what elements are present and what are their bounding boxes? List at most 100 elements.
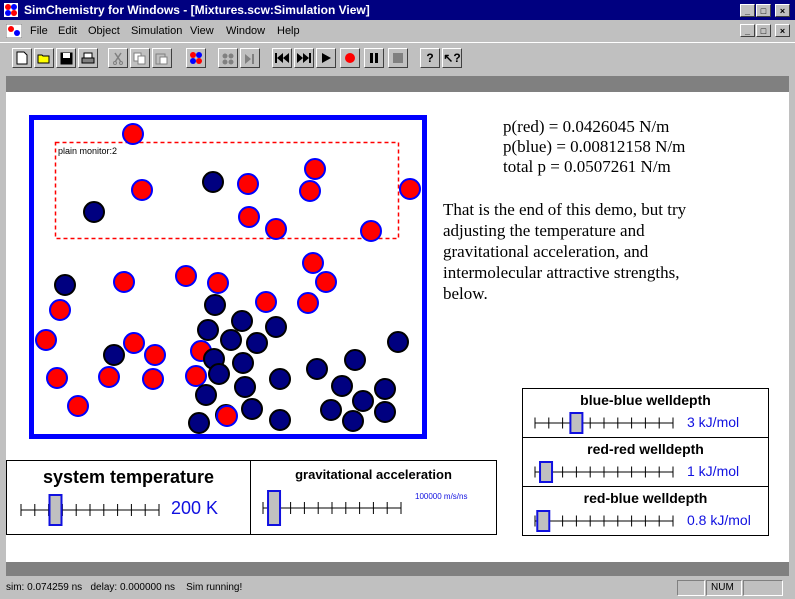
plain-monitor-region[interactable]	[54, 141, 400, 240]
blue-particle[interactable]	[387, 331, 409, 353]
record-icon[interactable]	[340, 48, 360, 68]
red-particle[interactable]	[67, 395, 89, 417]
molecule-icon[interactable]	[186, 48, 206, 68]
stop-icon[interactable]	[388, 48, 408, 68]
red-particle[interactable]	[302, 252, 324, 274]
red-particle[interactable]	[35, 329, 57, 351]
red-blue-slider[interactable]	[533, 508, 675, 534]
blue-particle[interactable]	[54, 274, 76, 296]
blue-particle[interactable]	[197, 319, 219, 341]
context-help-icon[interactable]: ↖?	[442, 48, 462, 68]
blue-particle[interactable]	[320, 399, 342, 421]
red-particle[interactable]	[185, 365, 207, 387]
temperature-slider[interactable]	[19, 492, 161, 528]
menu-file[interactable]: File	[30, 25, 48, 37]
blue-particle[interactable]	[202, 171, 224, 193]
red-red-slider[interactable]	[533, 459, 675, 485]
slider-thumb[interactable]	[569, 412, 584, 434]
red-particle[interactable]	[304, 158, 326, 180]
menu-edit[interactable]: Edit	[58, 25, 77, 37]
slider-thumb[interactable]	[539, 461, 554, 483]
red-particle[interactable]	[46, 367, 68, 389]
red-particle[interactable]	[255, 291, 277, 313]
red-particle[interactable]	[360, 220, 382, 242]
blue-particle[interactable]	[188, 412, 210, 434]
red-particle[interactable]	[113, 271, 135, 293]
blue-particle[interactable]	[234, 376, 256, 398]
new-icon[interactable]	[12, 48, 32, 68]
document-icon[interactable]	[6, 24, 22, 38]
slider-thumb[interactable]	[267, 490, 282, 526]
menu-object[interactable]: Object	[88, 25, 120, 37]
help-icon[interactable]: ?	[420, 48, 440, 68]
minimize-button[interactable]: _	[740, 4, 755, 17]
red-particle[interactable]	[49, 299, 71, 321]
simulation-view[interactable]: plain monitor:2 p(red) = 0.0426045 N/m p…	[6, 92, 789, 562]
blue-particle[interactable]	[241, 398, 263, 420]
blue-particle[interactable]	[374, 378, 396, 400]
blue-particle[interactable]	[231, 310, 253, 332]
gravity-slider[interactable]	[261, 488, 403, 528]
save-icon[interactable]	[56, 48, 76, 68]
red-particle[interactable]	[144, 344, 166, 366]
blue-particle[interactable]	[195, 384, 217, 406]
red-particle[interactable]	[299, 180, 321, 202]
step-icon[interactable]	[240, 48, 260, 68]
red-particle[interactable]	[216, 405, 238, 427]
red-particle[interactable]	[122, 123, 144, 145]
blue-particle[interactable]	[306, 358, 328, 380]
doc-close-button[interactable]: ×	[775, 24, 790, 37]
slider-thumb[interactable]	[48, 494, 63, 526]
blue-blue-slider[interactable]	[533, 410, 675, 436]
copy-icon[interactable]	[130, 48, 150, 68]
menu-window[interactable]: Window	[226, 25, 266, 37]
cut-icon[interactable]	[108, 48, 128, 68]
blue-particle[interactable]	[204, 294, 226, 316]
red-particle[interactable]	[297, 292, 319, 314]
blue-particle[interactable]	[342, 410, 364, 432]
print-icon[interactable]	[78, 48, 98, 68]
red-particle[interactable]	[123, 332, 145, 354]
close-button[interactable]: ×	[775, 4, 790, 17]
blue-particle[interactable]	[265, 316, 287, 338]
fast-forward-icon[interactable]	[294, 48, 314, 68]
red-particle[interactable]	[175, 265, 197, 287]
menu-simulation[interactable]: Simulation	[131, 25, 183, 37]
simulation-canvas[interactable]: plain monitor:2	[6, 92, 789, 562]
red-particle[interactable]	[238, 206, 260, 228]
doc-restore-button[interactable]: □	[756, 24, 771, 37]
maximize-button[interactable]: □	[756, 4, 771, 17]
blue-particle[interactable]	[246, 332, 268, 354]
red-particle[interactable]	[399, 178, 421, 200]
red-particle[interactable]	[142, 368, 164, 390]
red-particle[interactable]	[98, 366, 120, 388]
pause-icon[interactable]	[364, 48, 384, 68]
red-particle[interactable]	[207, 272, 229, 294]
blue-particle[interactable]	[232, 352, 254, 374]
slider-thumb[interactable]	[536, 510, 551, 532]
red-particle[interactable]	[237, 173, 259, 195]
doc-minimize-button[interactable]: _	[740, 24, 755, 37]
blue-particle[interactable]	[220, 329, 242, 351]
blue-particle[interactable]	[331, 375, 353, 397]
menu-help[interactable]: Help	[277, 25, 300, 37]
red-blue-value: 0.8 kJ/mol	[687, 512, 751, 528]
blue-particle[interactable]	[344, 349, 366, 371]
blue-particle[interactable]	[83, 201, 105, 223]
red-particle[interactable]	[131, 179, 153, 201]
blue-particle[interactable]	[374, 401, 396, 423]
play-icon[interactable]	[316, 48, 336, 68]
paste-icon[interactable]	[152, 48, 172, 68]
rewind-icon[interactable]	[272, 48, 292, 68]
menu-view[interactable]: View	[190, 25, 214, 37]
blue-particle[interactable]	[103, 344, 125, 366]
red-particle[interactable]	[265, 218, 287, 240]
red-particle[interactable]	[315, 271, 337, 293]
atoms-icon[interactable]	[218, 48, 238, 68]
simulation-box[interactable]	[29, 115, 427, 439]
blue-particle[interactable]	[269, 368, 291, 390]
blue-particle[interactable]	[269, 409, 291, 431]
blue-particle[interactable]	[352, 390, 374, 412]
blue-particle[interactable]	[208, 363, 230, 385]
open-icon[interactable]	[34, 48, 54, 68]
